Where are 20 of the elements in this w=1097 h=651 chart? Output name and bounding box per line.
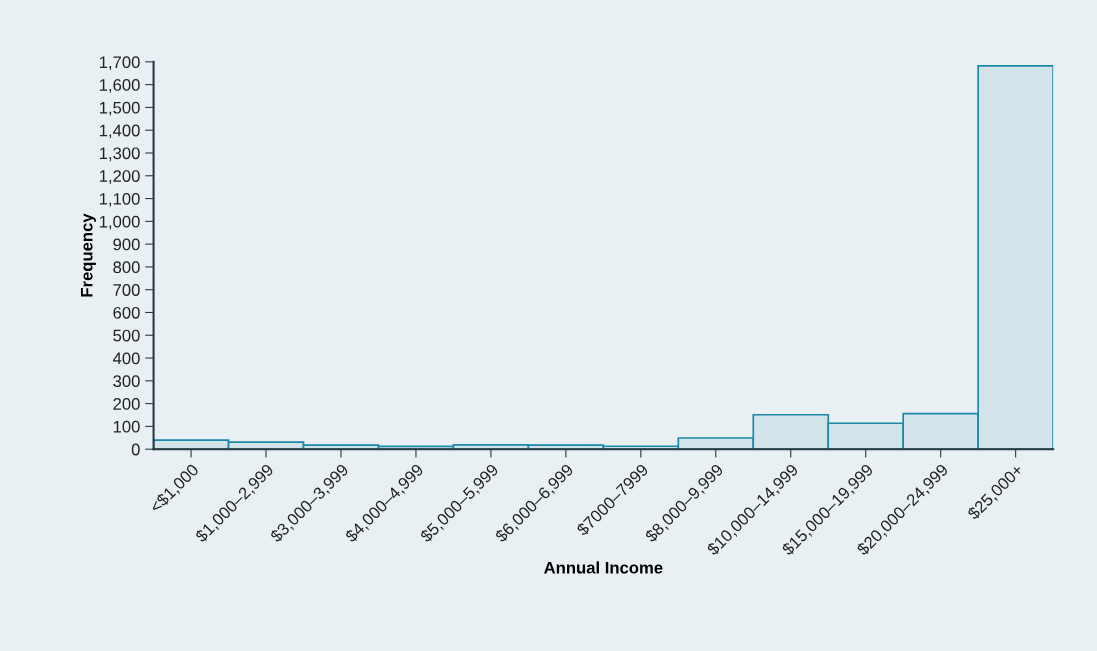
y-tick-label: 1,200 bbox=[99, 170, 140, 184]
x-axis-title: Annual Income bbox=[544, 561, 663, 574]
y-tick-label: 0 bbox=[131, 443, 140, 456]
y-tick-label: 1,700 bbox=[99, 56, 140, 71]
y-tick-label: 500 bbox=[113, 329, 140, 342]
y-tick-label: 800 bbox=[113, 261, 140, 274]
y-tick-label: 400 bbox=[112, 352, 140, 365]
y-axis-title: Frequency bbox=[80, 213, 96, 297]
y-tick-label: 100 bbox=[113, 420, 140, 433]
y-tick-label: 1,400 bbox=[99, 124, 140, 139]
y-tick-label: 1,100 bbox=[99, 192, 140, 207]
y-tick-label: 1,300 bbox=[99, 147, 140, 162]
y-tick-label: 600 bbox=[113, 306, 140, 319]
y-tick-label: 300 bbox=[113, 375, 140, 388]
y-tick-label: 200 bbox=[113, 398, 140, 410]
y-tick-label: 1,000 bbox=[99, 215, 140, 230]
y-tick-label: 700 bbox=[113, 284, 140, 296]
y-tick-label: 900 bbox=[113, 238, 140, 251]
y-tick-label: 1,600 bbox=[99, 79, 140, 93]
y-tick-label: 1,500 bbox=[99, 101, 140, 116]
